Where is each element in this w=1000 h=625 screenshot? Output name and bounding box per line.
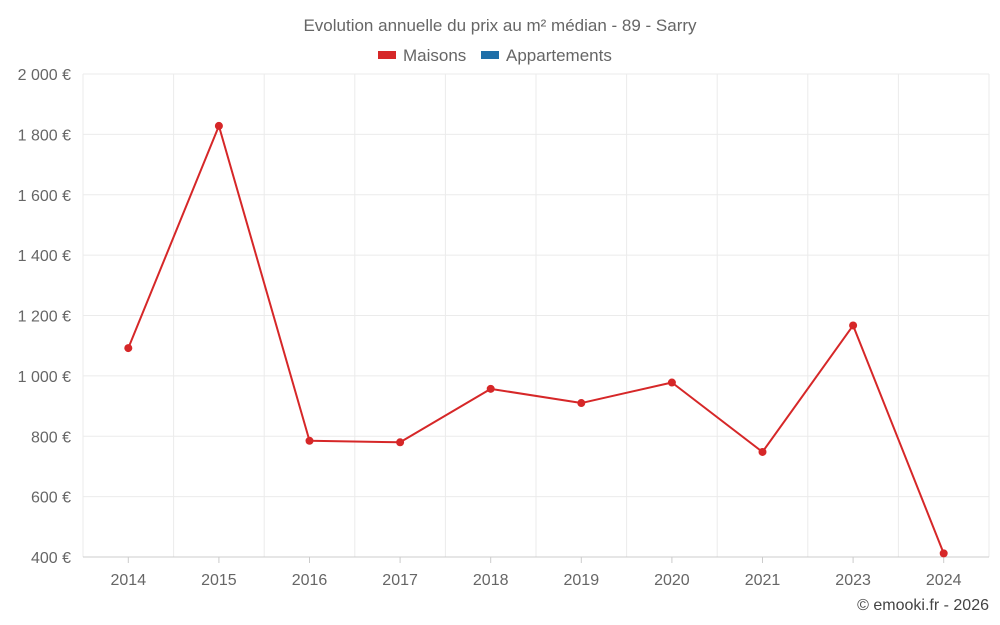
x-tick-label: 2016 [292,572,328,589]
x-tick-label: 2015 [201,572,237,589]
legend-label-maisons[interactable]: Maisons [403,46,466,65]
data-point-maisons[interactable] [214,121,223,130]
data-point-maisons[interactable] [396,438,405,447]
x-tick-label: 2020 [654,572,690,589]
data-point-maisons[interactable] [486,384,495,393]
y-tick-label: 600 € [31,490,71,507]
x-tick-label: 2019 [564,572,600,589]
x-tick-label: 2021 [745,572,781,589]
chart-legend: Maisons Appartements [378,46,612,65]
y-tick-label: 800 € [31,429,71,446]
chart-title: Evolution annuelle du prix au m² médian … [303,16,697,35]
data-point-maisons[interactable] [939,549,948,558]
data-point-maisons[interactable] [667,378,676,387]
x-tick-label: 2017 [382,572,418,589]
credit-text: © emooki.fr - 2026 [857,597,989,614]
x-tick-label: 2023 [835,572,871,589]
legend-label-appartements[interactable]: Appartements [506,46,612,65]
legend-swatch-appartements [481,51,499,59]
axis-layer: 400 € 600 € 800 € 1 000 € 1 200 € 1 400 € 1 60… [18,67,989,589]
y-tick-label: 1 200 € [18,309,71,326]
data-point-maisons[interactable] [758,447,767,456]
series-layer [124,121,948,558]
y-tick-label: 400 € [31,550,71,567]
y-tick-label: 1 000 € [18,369,71,386]
series-line-maisons [127,124,945,554]
legend-swatch-maisons [378,51,396,59]
data-point-maisons[interactable] [577,399,586,408]
x-tick-label: 2024 [926,572,962,589]
x-tick-label: 2018 [473,572,509,589]
grid-layer [82,73,990,557]
y-tick-label: 2 000 € [18,67,71,84]
data-point-maisons[interactable] [849,321,858,330]
data-point-maisons[interactable] [124,344,133,353]
y-tick-label: 1 800 € [18,127,71,144]
y-tick-label: 1 400 € [18,248,71,265]
data-point-maisons[interactable] [305,436,314,445]
x-tick-label: 2014 [111,572,147,589]
y-tick-label: 1 600 € [18,188,71,205]
